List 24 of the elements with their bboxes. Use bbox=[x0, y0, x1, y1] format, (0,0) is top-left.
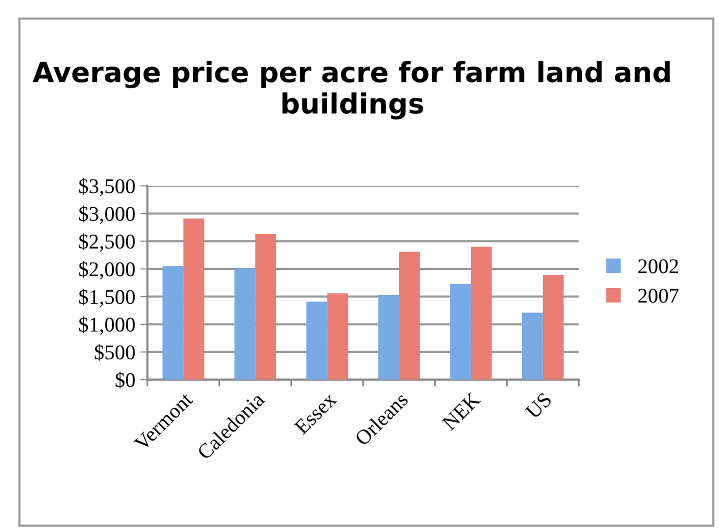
y-tick-label: $3,500 bbox=[79, 178, 135, 196]
bar bbox=[399, 252, 420, 380]
y-tick-label: $2,000 bbox=[79, 261, 135, 280]
y-tick-label: $1,000 bbox=[79, 316, 135, 335]
y-tick-label: $500 bbox=[94, 344, 135, 361]
bar bbox=[162, 266, 184, 380]
bar bbox=[306, 302, 328, 380]
bar bbox=[522, 312, 543, 380]
y-tick-label: $1,500 bbox=[79, 288, 135, 308]
y-tick-label: $0 bbox=[116, 372, 135, 388]
bar bbox=[470, 246, 492, 380]
bar bbox=[450, 284, 471, 380]
bar bbox=[234, 268, 256, 380]
bar bbox=[255, 234, 276, 380]
y-tick-label: $3,000 bbox=[79, 206, 135, 224]
bar bbox=[378, 294, 400, 380]
x-tick-label: US bbox=[524, 392, 552, 420]
legend-label: 2002 bbox=[638, 259, 678, 274]
bar bbox=[542, 275, 564, 380]
bar bbox=[183, 218, 204, 380]
bar bbox=[327, 293, 348, 380]
chart-title: Average price per acre for farm land and buildings bbox=[32, 61, 670, 120]
legend-label: 2007 bbox=[638, 288, 678, 303]
y-tick-label: $2,500 bbox=[79, 233, 135, 252]
